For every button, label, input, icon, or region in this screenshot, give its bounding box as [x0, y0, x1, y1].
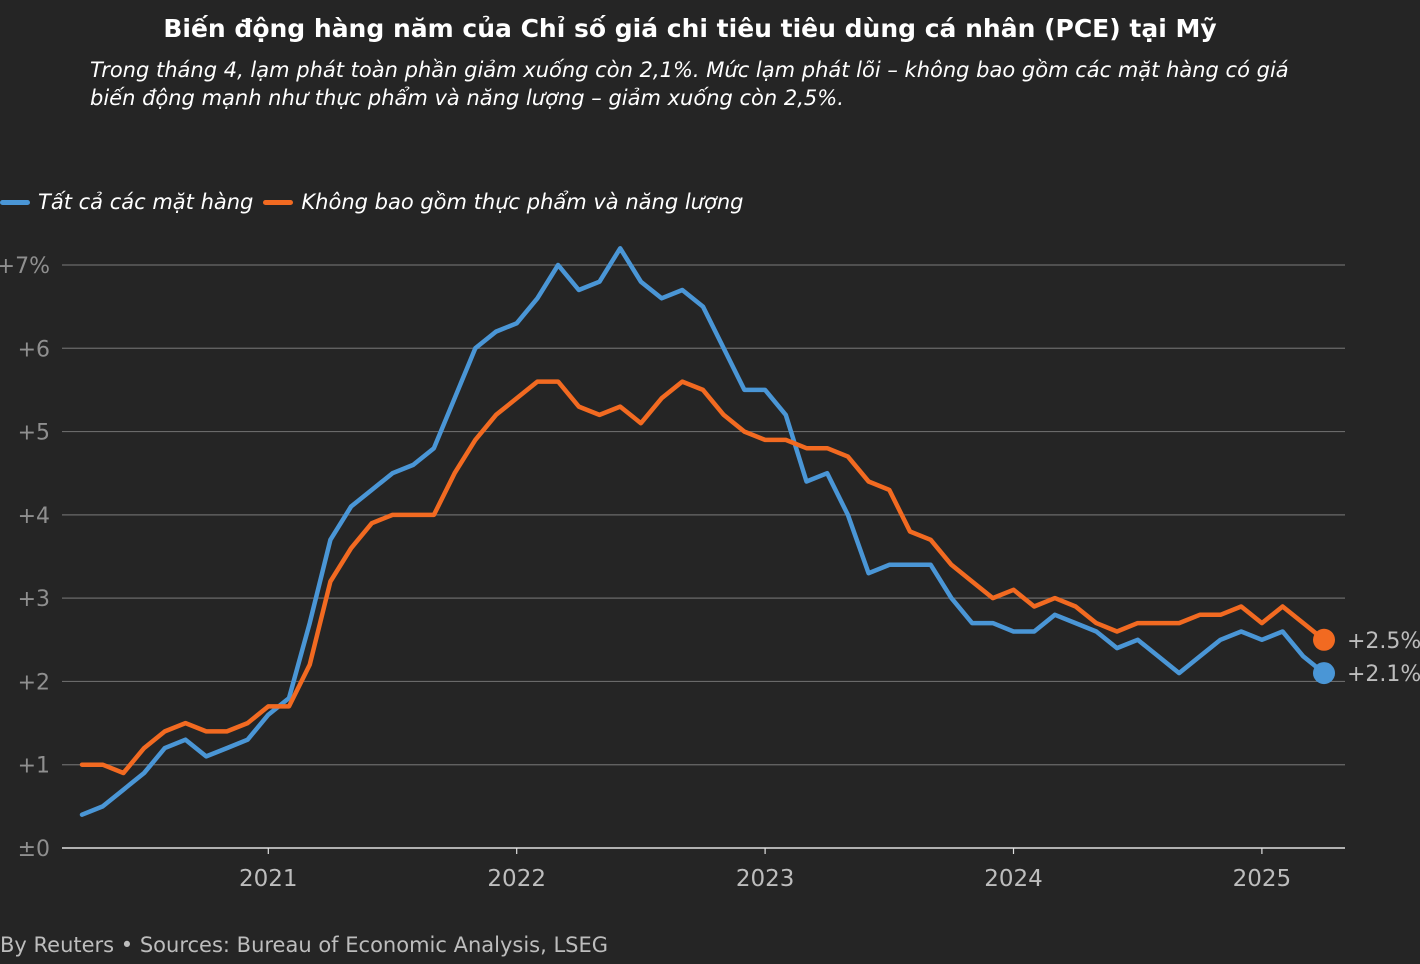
series-line-core — [79, 379, 1327, 776]
y-tick-label: +5 — [18, 421, 50, 446]
x-tick-label: 2022 — [487, 866, 546, 892]
legend-swatch-all-items — [0, 199, 30, 205]
legend-swatch-core — [263, 199, 294, 205]
y-tick-label: +3 — [18, 587, 50, 612]
chart-subtitle: Trong tháng 4, lạm phát toàn phần giảm x… — [90, 58, 1289, 110]
legend-item-all-items: Tất cả các mặt hàng — [0, 190, 253, 214]
legend-label-all-items: Tất cả các mặt hàng — [38, 190, 254, 214]
series-end-marker-all-items — [1313, 662, 1335, 685]
y-tick-label: ±0 — [18, 837, 50, 862]
series-end-label-core: +2.5% — [1347, 629, 1420, 654]
x-tick-label: 2023 — [736, 866, 795, 892]
chart-title: Biến động hàng năm của Chỉ số giá chi ti… — [163, 14, 1217, 43]
y-tick-label: +1 — [18, 754, 50, 779]
y-tick-label: +7% — [0, 254, 50, 279]
chart-legend: Tất cả các mặt hàng Không bao gồm thực p… — [0, 190, 753, 214]
legend-label-core: Không bao gồm thực phẩm và năng lượng — [301, 190, 744, 214]
series-end-marker-core — [1313, 628, 1335, 651]
y-tick-label: +4 — [18, 504, 50, 529]
y-tick-label: +6 — [18, 337, 50, 362]
legend-item-core: Không bao gồm thực phẩm và năng lượng — [263, 190, 743, 214]
x-tick-label: 2024 — [984, 866, 1043, 892]
y-tick-label: +2 — [18, 670, 50, 695]
x-tick-label: 2021 — [239, 866, 298, 892]
series-end-label-all-items: +2.1% — [1347, 662, 1420, 687]
x-tick-label: 2025 — [1233, 866, 1292, 892]
source-footer: By Reuters • Sources: Bureau of Economic… — [0, 933, 609, 957]
series-line-all-items — [79, 246, 1327, 817]
